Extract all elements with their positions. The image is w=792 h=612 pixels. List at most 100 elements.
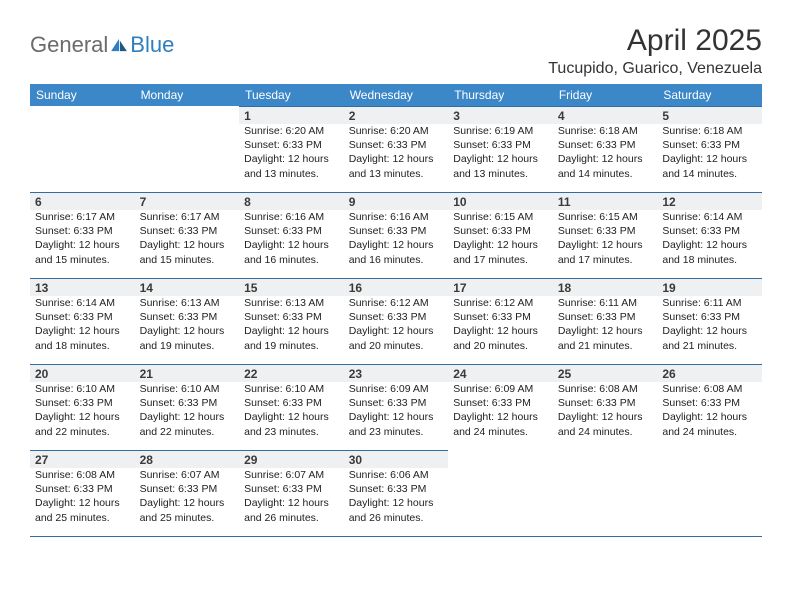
sunrise-line: Sunrise: 6:08 AM — [662, 382, 757, 396]
daylight-line: and 19 minutes. — [140, 339, 235, 353]
daylight-line: Daylight: 12 hours — [349, 152, 444, 166]
day-number: 17 — [448, 278, 553, 296]
day-number: 16 — [344, 278, 449, 296]
calendar-cell — [448, 450, 553, 536]
daylight-line: and 26 minutes. — [349, 511, 444, 525]
sunset-line: Sunset: 6:33 PM — [662, 310, 757, 324]
calendar-cell: 22Sunrise: 6:10 AMSunset: 6:33 PMDayligh… — [239, 364, 344, 450]
calendar-cell: 18Sunrise: 6:11 AMSunset: 6:33 PMDayligh… — [553, 278, 658, 364]
sunset-line: Sunset: 6:33 PM — [244, 224, 339, 238]
day-number: 1 — [239, 106, 344, 124]
daylight-line: Daylight: 12 hours — [453, 152, 548, 166]
day-details: Sunrise: 6:14 AMSunset: 6:33 PMDaylight:… — [30, 296, 135, 357]
daylight-line: and 17 minutes. — [453, 253, 548, 267]
sunset-line: Sunset: 6:33 PM — [35, 224, 130, 238]
day-details: Sunrise: 6:18 AMSunset: 6:33 PMDaylight:… — [553, 124, 658, 185]
daylight-line: Daylight: 12 hours — [349, 496, 444, 510]
day-details: Sunrise: 6:08 AMSunset: 6:33 PMDaylight:… — [657, 382, 762, 443]
daylight-line: Daylight: 12 hours — [349, 410, 444, 424]
day-number: 25 — [553, 364, 658, 382]
daylight-line: and 14 minutes. — [662, 167, 757, 181]
col-friday: Friday — [553, 84, 658, 106]
sunset-line: Sunset: 6:33 PM — [453, 396, 548, 410]
day-details: Sunrise: 6:16 AMSunset: 6:33 PMDaylight:… — [344, 210, 449, 271]
title-block: April 2025 Tucupido, Guarico, Venezuela — [548, 24, 762, 78]
sunrise-line: Sunrise: 6:20 AM — [349, 124, 444, 138]
calendar-cell: 19Sunrise: 6:11 AMSunset: 6:33 PMDayligh… — [657, 278, 762, 364]
calendar-cell: 6Sunrise: 6:17 AMSunset: 6:33 PMDaylight… — [30, 192, 135, 278]
day-number: 8 — [239, 192, 344, 210]
daylight-line: Daylight: 12 hours — [140, 410, 235, 424]
day-details: Sunrise: 6:12 AMSunset: 6:33 PMDaylight:… — [448, 296, 553, 357]
empty-cell — [30, 106, 135, 125]
sunrise-line: Sunrise: 6:13 AM — [140, 296, 235, 310]
daylight-line: Daylight: 12 hours — [244, 496, 339, 510]
day-number: 21 — [135, 364, 240, 382]
sunset-line: Sunset: 6:33 PM — [140, 482, 235, 496]
daylight-line: and 21 minutes. — [558, 339, 653, 353]
calendar-cell: 16Sunrise: 6:12 AMSunset: 6:33 PMDayligh… — [344, 278, 449, 364]
calendar-cell: 1Sunrise: 6:20 AMSunset: 6:33 PMDaylight… — [239, 106, 344, 192]
daylight-line: Daylight: 12 hours — [35, 496, 130, 510]
sunrise-line: Sunrise: 6:14 AM — [35, 296, 130, 310]
day-details: Sunrise: 6:13 AMSunset: 6:33 PMDaylight:… — [135, 296, 240, 357]
sunrise-line: Sunrise: 6:14 AM — [662, 210, 757, 224]
sunrise-line: Sunrise: 6:19 AM — [453, 124, 548, 138]
daylight-line: and 17 minutes. — [558, 253, 653, 267]
day-number: 27 — [30, 450, 135, 468]
sunrise-line: Sunrise: 6:07 AM — [140, 468, 235, 482]
col-saturday: Saturday — [657, 84, 762, 106]
day-details: Sunrise: 6:09 AMSunset: 6:33 PMDaylight:… — [344, 382, 449, 443]
day-number: 26 — [657, 364, 762, 382]
sunrise-line: Sunrise: 6:09 AM — [349, 382, 444, 396]
sunset-line: Sunset: 6:33 PM — [244, 310, 339, 324]
sunrise-line: Sunrise: 6:12 AM — [349, 296, 444, 310]
day-details: Sunrise: 6:17 AMSunset: 6:33 PMDaylight:… — [30, 210, 135, 271]
daylight-line: and 15 minutes. — [35, 253, 130, 267]
day-details: Sunrise: 6:07 AMSunset: 6:33 PMDaylight:… — [239, 468, 344, 529]
sunrise-line: Sunrise: 6:10 AM — [35, 382, 130, 396]
calendar-cell: 7Sunrise: 6:17 AMSunset: 6:33 PMDaylight… — [135, 192, 240, 278]
daylight-line: and 24 minutes. — [453, 425, 548, 439]
daylight-line: and 26 minutes. — [244, 511, 339, 525]
day-number: 24 — [448, 364, 553, 382]
daylight-line: and 24 minutes. — [662, 425, 757, 439]
day-number: 3 — [448, 106, 553, 124]
day-number: 23 — [344, 364, 449, 382]
daylight-line: and 25 minutes. — [140, 511, 235, 525]
calendar-cell — [30, 106, 135, 192]
sunset-line: Sunset: 6:33 PM — [140, 224, 235, 238]
daylight-line: and 23 minutes. — [349, 425, 444, 439]
sunset-line: Sunset: 6:33 PM — [349, 482, 444, 496]
sunset-line: Sunset: 6:33 PM — [140, 310, 235, 324]
daylight-line: Daylight: 12 hours — [140, 238, 235, 252]
day-details: Sunrise: 6:16 AMSunset: 6:33 PMDaylight:… — [239, 210, 344, 271]
day-number: 19 — [657, 278, 762, 296]
sunrise-line: Sunrise: 6:16 AM — [349, 210, 444, 224]
day-number: 2 — [344, 106, 449, 124]
sunset-line: Sunset: 6:33 PM — [453, 310, 548, 324]
daylight-line: and 24 minutes. — [558, 425, 653, 439]
calendar-row: 13Sunrise: 6:14 AMSunset: 6:33 PMDayligh… — [30, 278, 762, 364]
calendar-cell: 12Sunrise: 6:14 AMSunset: 6:33 PMDayligh… — [657, 192, 762, 278]
brand-part2: Blue — [130, 32, 174, 58]
sunrise-line: Sunrise: 6:16 AM — [244, 210, 339, 224]
day-details: Sunrise: 6:15 AMSunset: 6:33 PMDaylight:… — [553, 210, 658, 271]
daylight-line: and 15 minutes. — [140, 253, 235, 267]
day-number: 15 — [239, 278, 344, 296]
sunrise-line: Sunrise: 6:08 AM — [35, 468, 130, 482]
calendar-cell: 24Sunrise: 6:09 AMSunset: 6:33 PMDayligh… — [448, 364, 553, 450]
col-wednesday: Wednesday — [344, 84, 449, 106]
day-details: Sunrise: 6:20 AMSunset: 6:33 PMDaylight:… — [239, 124, 344, 185]
location-subtitle: Tucupido, Guarico, Venezuela — [548, 60, 762, 78]
day-details: Sunrise: 6:11 AMSunset: 6:33 PMDaylight:… — [553, 296, 658, 357]
col-thursday: Thursday — [448, 84, 553, 106]
sunrise-line: Sunrise: 6:11 AM — [558, 296, 653, 310]
calendar-cell: 8Sunrise: 6:16 AMSunset: 6:33 PMDaylight… — [239, 192, 344, 278]
daylight-line: Daylight: 12 hours — [35, 324, 130, 338]
daylight-line: and 18 minutes. — [662, 253, 757, 267]
sunrise-line: Sunrise: 6:15 AM — [558, 210, 653, 224]
calendar-page: General Blue April 2025 Tucupido, Guaric… — [0, 0, 792, 557]
day-details: Sunrise: 6:10 AMSunset: 6:33 PMDaylight:… — [239, 382, 344, 443]
day-details: Sunrise: 6:18 AMSunset: 6:33 PMDaylight:… — [657, 124, 762, 185]
